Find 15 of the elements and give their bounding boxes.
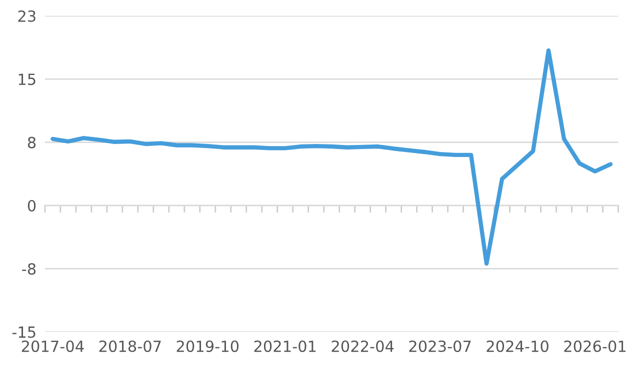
y-tick-label: 8	[28, 136, 36, 148]
x-tick-label: 2026-01	[564, 340, 626, 352]
x-tick-label: 2018-07	[99, 340, 161, 352]
y-tick-label: 23	[18, 10, 36, 22]
x-tick-label: 2017-04	[22, 340, 84, 352]
y-tick-label: -8	[22, 263, 36, 275]
line-series	[50, 48, 613, 266]
x-tick-label: 2023-07	[409, 340, 471, 352]
y-tick-label: 15	[18, 74, 36, 86]
y-tick-label: -15	[12, 326, 36, 338]
x-tick-label: 2019-10	[176, 340, 239, 352]
x-tick-label: 2021-01	[254, 340, 316, 352]
x-tick-label: 2022-04	[332, 340, 394, 352]
y-tick-label: 0	[28, 200, 36, 212]
x-tick-label: 2024-10	[486, 340, 548, 352]
